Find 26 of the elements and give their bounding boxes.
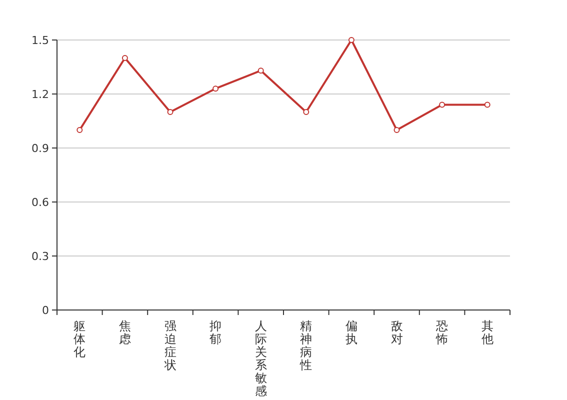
y-tick-label: 1.2 bbox=[32, 88, 49, 101]
y-tick-label: 0.6 bbox=[32, 196, 49, 209]
x-tick-label: 偏执 bbox=[345, 319, 358, 346]
x-tick-label: 焦虑 bbox=[118, 319, 131, 346]
x-tick-label: 敌对 bbox=[390, 319, 403, 346]
x-tick-label: 躯体化 bbox=[74, 319, 86, 359]
y-tick-label: 0 bbox=[42, 304, 49, 317]
x-tick-label: 强迫症状 bbox=[163, 319, 176, 372]
x-tick-label: 其他 bbox=[481, 319, 494, 346]
point bbox=[76, 127, 83, 133]
point bbox=[122, 55, 128, 61]
x-tick-label: 抑郁 bbox=[210, 319, 222, 346]
y-tick-label: 1.5 bbox=[32, 34, 49, 47]
point bbox=[394, 127, 400, 133]
point bbox=[439, 102, 446, 108]
point bbox=[258, 68, 264, 74]
x-tick-label: 恐怖 bbox=[435, 319, 448, 346]
y-tick-label: 0.9 bbox=[32, 142, 49, 155]
point bbox=[303, 109, 310, 115]
x-tick-label: 精神病性 bbox=[299, 319, 312, 372]
point bbox=[348, 37, 354, 43]
point bbox=[167, 109, 174, 115]
point bbox=[484, 102, 490, 108]
x-tick-label: 人际关系敏感 bbox=[254, 319, 267, 398]
point bbox=[212, 86, 219, 92]
y-tick-label: 0.3 bbox=[32, 250, 49, 263]
